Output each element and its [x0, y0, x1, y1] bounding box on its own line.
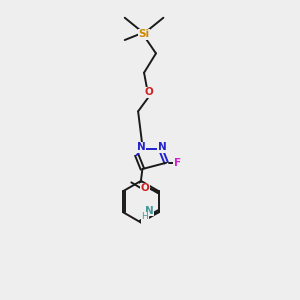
Text: H: H [142, 214, 148, 224]
Text: Si: Si [139, 29, 150, 39]
Text: F: F [174, 158, 181, 168]
Text: H: H [142, 212, 148, 221]
Text: N: N [158, 142, 167, 152]
Text: O: O [141, 183, 149, 193]
Text: N: N [145, 206, 154, 216]
Text: O: O [144, 87, 153, 97]
Text: N: N [136, 142, 145, 152]
